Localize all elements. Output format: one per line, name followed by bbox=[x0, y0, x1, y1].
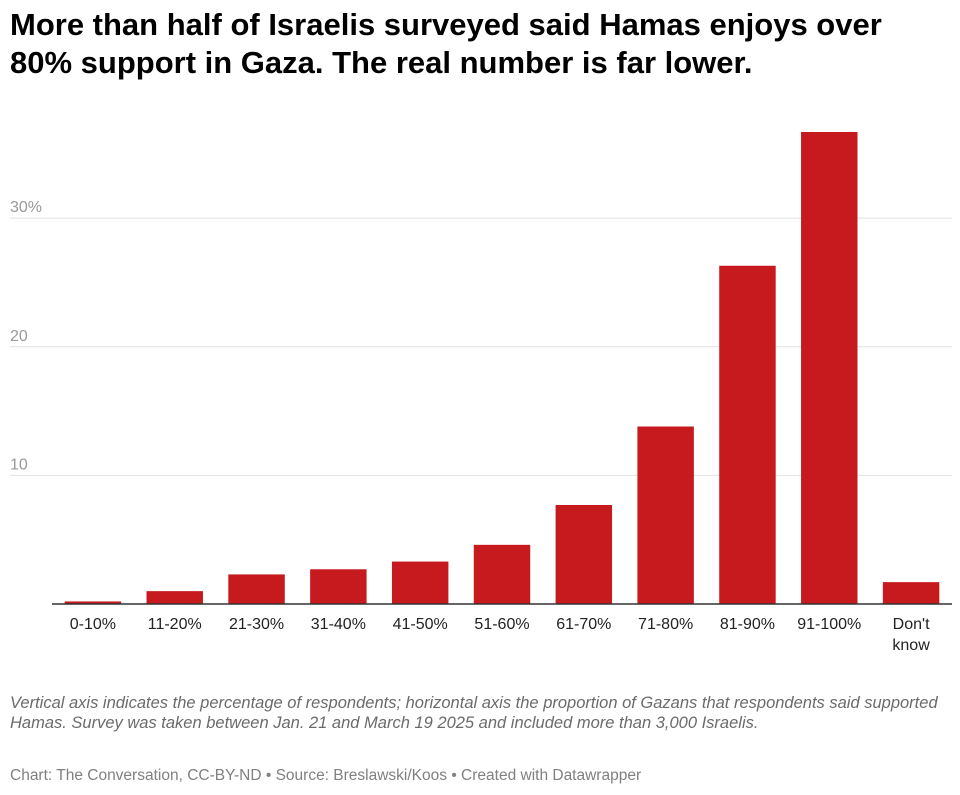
x-tick-label: 51-60% bbox=[474, 616, 529, 633]
x-tick-label: 0-10% bbox=[70, 616, 116, 633]
x-tick-label: 21-30% bbox=[229, 616, 284, 633]
bar bbox=[64, 601, 122, 604]
y-tick-labels: 10 20 30% bbox=[10, 199, 42, 473]
bars bbox=[64, 132, 940, 604]
x-tick-label: 91-100% bbox=[797, 616, 861, 633]
chart-note: Vertical axis indicates the percentage o… bbox=[10, 694, 938, 732]
bar bbox=[391, 561, 449, 604]
y-tick-label: 10 bbox=[10, 456, 28, 473]
y-tick-label: 20 bbox=[10, 328, 28, 345]
x-tick-label: 61-70% bbox=[556, 616, 611, 633]
bar bbox=[310, 569, 367, 604]
x-tick-label: 81-90% bbox=[720, 616, 775, 633]
x-tick-label: Don't know bbox=[892, 616, 930, 654]
x-tick-label: 71-80% bbox=[638, 616, 693, 633]
bar bbox=[719, 265, 776, 604]
bar bbox=[228, 574, 285, 604]
bar bbox=[146, 591, 203, 604]
bar bbox=[882, 582, 940, 604]
chart-title: More than half of Israelis surveyed said… bbox=[10, 7, 882, 80]
bar bbox=[555, 504, 613, 604]
x-tick-labels: 0-10% 11-20% 21-30% 31-40% 41-50% 51-60% 61-70… bbox=[70, 616, 930, 654]
gridlines bbox=[10, 217, 952, 476]
bar bbox=[473, 544, 531, 604]
y-tick-label: 30% bbox=[10, 199, 42, 216]
bar bbox=[637, 426, 694, 604]
chart-credit: Chart: The Conversation, CC-BY-ND • Sour… bbox=[10, 767, 642, 784]
x-tick-label: 11-20% bbox=[148, 616, 202, 633]
x-tick-label: 31-40% bbox=[311, 616, 366, 633]
bar bbox=[801, 132, 858, 604]
x-tick-label: 41-50% bbox=[393, 616, 448, 633]
